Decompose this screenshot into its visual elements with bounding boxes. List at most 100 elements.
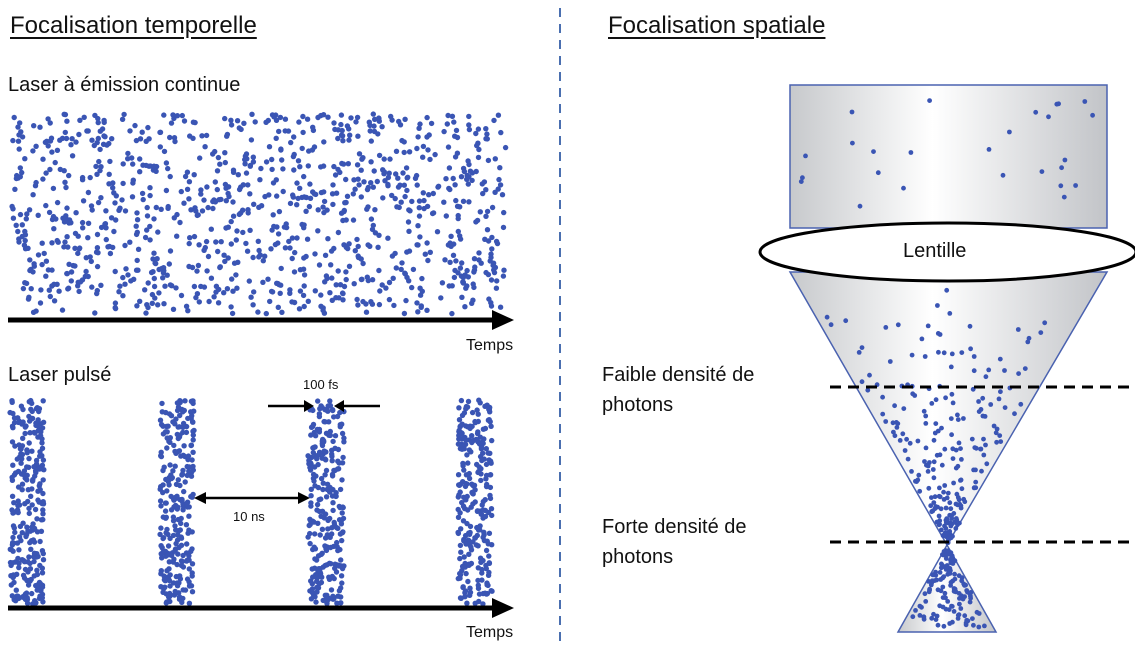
photon-dot: [35, 488, 42, 494]
photon-dot: [333, 282, 339, 288]
photon-dot: [173, 285, 179, 291]
photon-dot: [497, 304, 504, 310]
photon-dot: [962, 499, 968, 505]
photon-dot: [325, 403, 331, 409]
continuous-laser-label: Laser à émission continue: [8, 74, 241, 96]
photon-dot: [85, 220, 92, 226]
photon-dot: [329, 447, 335, 453]
photon-dot: [300, 129, 306, 136]
photon-dot: [34, 571, 41, 578]
photon-dot: [894, 425, 900, 430]
photon-dot: [338, 563, 345, 569]
photon-dot: [416, 198, 423, 204]
photon-dot: [134, 303, 140, 309]
photon-dot: [371, 128, 378, 135]
photon-dot: [939, 462, 945, 468]
photon-dot: [10, 462, 16, 468]
photon-dot: [963, 622, 969, 628]
photon-dot: [179, 112, 185, 119]
photon-dot: [460, 460, 466, 467]
photon-dot: [146, 136, 152, 142]
photon-dot: [482, 513, 489, 520]
photon-dot: [340, 290, 346, 297]
photon-dot: [147, 223, 153, 230]
photon-dot: [472, 419, 479, 426]
photon-dot: [242, 161, 248, 167]
photon-dot: [485, 157, 492, 164]
photon-dot: [338, 521, 345, 527]
photon-dot: [984, 461, 990, 467]
photon-dot: [468, 449, 474, 455]
photon-dot: [102, 134, 108, 140]
photon-dot: [481, 529, 487, 535]
photon-dot: [909, 352, 915, 358]
photon-dot: [299, 145, 305, 152]
photon-dot: [997, 356, 1003, 362]
photon-dot: [275, 231, 282, 237]
photon-dot: [196, 242, 202, 248]
photon-dot: [498, 129, 504, 136]
photon-dot: [463, 403, 470, 410]
photon-dot: [919, 336, 925, 342]
photon-dot: [316, 262, 323, 268]
photon-dot: [959, 486, 965, 492]
photon-dot: [993, 430, 999, 436]
photon-dot: [445, 112, 451, 119]
photon-dot: [367, 128, 373, 134]
photon-dot: [334, 544, 340, 550]
photon-dot: [157, 531, 163, 538]
photon-dot: [30, 148, 36, 154]
photon-dot: [351, 281, 357, 287]
photon-dot: [179, 472, 185, 478]
photon-dot: [63, 184, 69, 191]
photon-dot: [170, 514, 177, 520]
photon-dot: [931, 500, 937, 505]
photon-dot: [880, 394, 885, 400]
photon-dot: [324, 407, 330, 414]
photon-dot: [338, 573, 345, 579]
photon-dot: [65, 244, 71, 250]
photon-dot: [828, 322, 834, 328]
photon-dot: [291, 151, 297, 158]
photon-dot: [425, 257, 431, 264]
photon-dot: [217, 161, 223, 167]
photon-dot: [376, 152, 383, 159]
photon-dot: [24, 477, 30, 483]
photon-dot: [1000, 172, 1006, 178]
photon-dot: [484, 582, 490, 588]
photon-dot: [69, 153, 76, 159]
photon-dot: [18, 129, 24, 135]
photon-dot: [10, 548, 16, 554]
photon-dot: [186, 600, 193, 606]
photon-dot: [482, 403, 488, 409]
photon-dot: [79, 219, 86, 226]
photon-dot: [943, 556, 949, 561]
photon-dot: [997, 433, 1003, 438]
photon-dot: [189, 457, 195, 463]
photon-dot: [348, 115, 354, 121]
photon-dot: [40, 490, 46, 497]
photon-dot: [144, 213, 151, 219]
photon-dot: [483, 213, 489, 219]
photon-dot: [315, 228, 321, 234]
photon-dot: [190, 463, 196, 470]
photon-dot: [917, 603, 923, 609]
photon-dot: [971, 368, 977, 374]
photon-dot: [486, 530, 493, 536]
photon-dot: [66, 261, 72, 267]
photon-dot: [170, 580, 177, 586]
photon-dot: [306, 522, 312, 529]
photon-dot: [186, 240, 192, 247]
photon-dot: [464, 600, 470, 606]
photon-dot: [487, 458, 494, 464]
photon-dot: [320, 438, 327, 444]
photon-dot: [250, 159, 257, 165]
photon-dot: [485, 450, 491, 456]
photon-dot: [64, 205, 70, 211]
photon-dot: [265, 276, 271, 282]
photon-dot: [479, 181, 485, 187]
photon-dot: [930, 467, 936, 472]
photon-dot: [434, 229, 441, 235]
photon-dot: [450, 175, 456, 182]
photon-dot: [322, 419, 328, 425]
